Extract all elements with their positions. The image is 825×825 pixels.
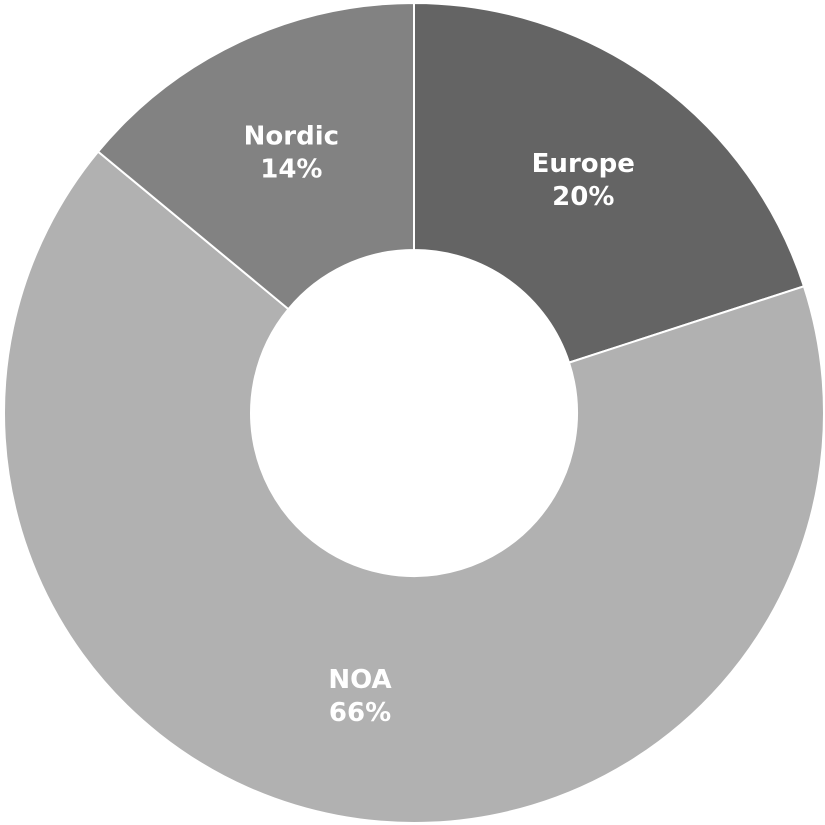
chart-slices (3, 1, 825, 824)
slice-value-nordic: 14% (260, 154, 322, 184)
slice-label-europe: Europe (532, 149, 635, 179)
slice-nordic (96, 1, 415, 311)
slice-label-nordic: Nordic (244, 121, 339, 151)
slice-value-europe: 20% (552, 182, 614, 212)
slice-europe (413, 1, 806, 364)
slice-noa (3, 150, 825, 824)
slice-label-noa: NOA (328, 665, 391, 695)
slice-value-noa: 66% (329, 698, 391, 728)
